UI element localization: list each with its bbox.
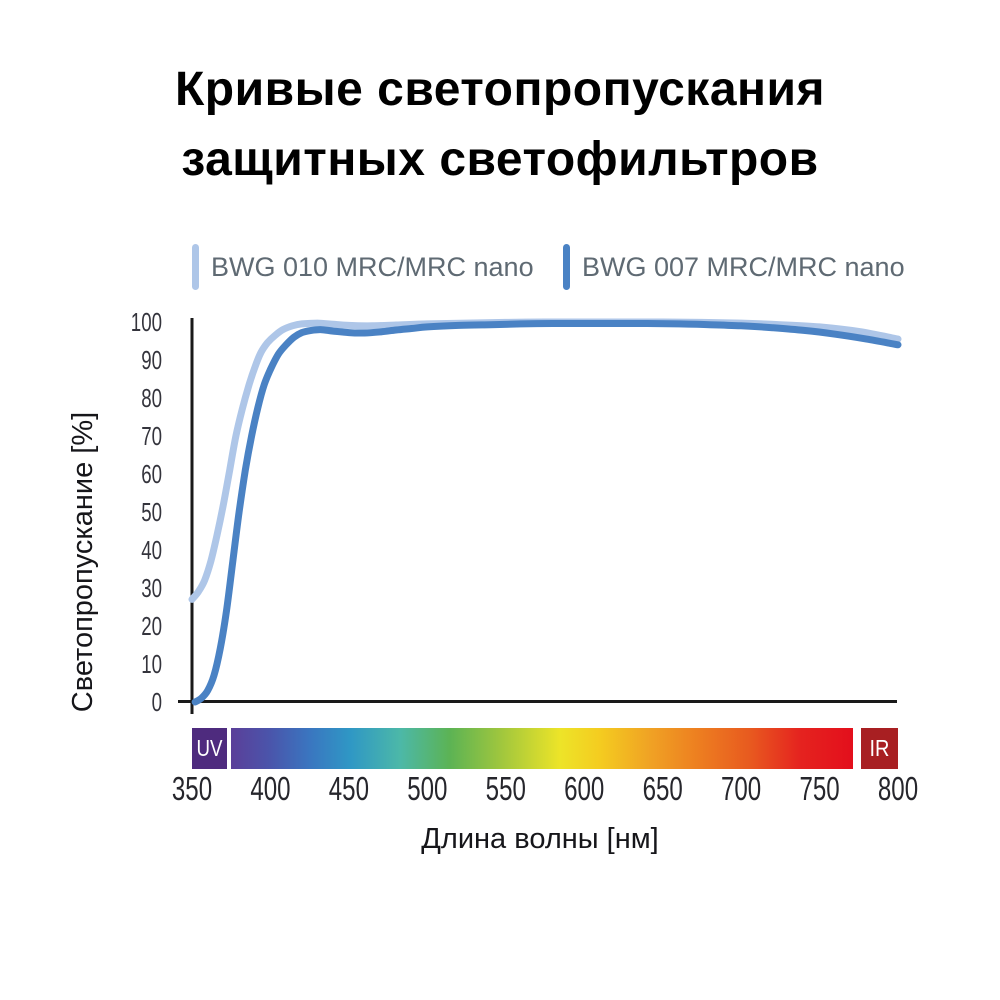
title-line-1: Кривые светопропускания <box>174 63 826 116</box>
x-tick-label: 700 <box>721 770 761 807</box>
y-tick-label: 80 <box>141 383 162 413</box>
y-tick-label: 30 <box>141 573 162 603</box>
y-tick-label: 90 <box>141 345 162 375</box>
y-tick-label: 40 <box>141 535 162 565</box>
legend-item-bwg010: BWG 010 MRC/MRC nano <box>192 244 534 290</box>
uv-label: UV <box>197 735 224 761</box>
x-tick-label: 550 <box>486 770 526 807</box>
legend-mark-bwg010 <box>192 244 199 290</box>
legend-label-bwg010: BWG 010 MRC/MRC nano <box>211 251 534 282</box>
ir-block <box>861 728 898 769</box>
x-tick-label: 400 <box>250 770 290 807</box>
legend-mark-bwg007 <box>563 244 570 290</box>
x-tick-label: 800 <box>878 770 918 807</box>
page-title: Кривые светопропускания защитных светофи… <box>0 55 1000 195</box>
x-tick-label: 450 <box>329 770 369 807</box>
x-tick-label: 650 <box>643 770 683 807</box>
x-tick-label: 500 <box>407 770 447 807</box>
ir-label: IR <box>870 735 890 761</box>
y-tick-label: 20 <box>141 611 162 641</box>
x-tick-label: 750 <box>799 770 839 807</box>
series-curve-2 <box>191 320 902 706</box>
x-axis-title: Длина волны [нм] <box>421 823 658 855</box>
legend-item-bwg007: BWG 007 MRC/MRC nano <box>563 244 905 290</box>
y-tick-label: 0 <box>152 687 162 717</box>
uv-block <box>192 728 227 769</box>
x-tick-label: 600 <box>564 770 604 807</box>
y-tick-label: 100 <box>131 307 162 337</box>
legend-label-bwg007: BWG 007 MRC/MRC nano <box>582 251 905 282</box>
y-tick-labels: 0 10 20 30 40 50 60 70 80 90 100 <box>131 307 162 717</box>
x-tick-labels: 350 400 450 500 550 600 650 700 750 800 <box>172 770 918 807</box>
curves-group <box>188 318 902 706</box>
y-tick-label: 70 <box>141 421 162 451</box>
y-tick-label: 10 <box>141 649 162 679</box>
spectrum-gradient-bar <box>231 728 853 769</box>
y-tick-label: 60 <box>141 459 162 489</box>
x-tick-label: 350 <box>172 770 212 807</box>
y-axis-title: Светопропускание [%] <box>67 412 99 712</box>
title-line-2: защитных светофильтров <box>181 133 819 186</box>
series-curve-1 <box>188 318 902 603</box>
y-tick-label: 50 <box>141 497 162 527</box>
